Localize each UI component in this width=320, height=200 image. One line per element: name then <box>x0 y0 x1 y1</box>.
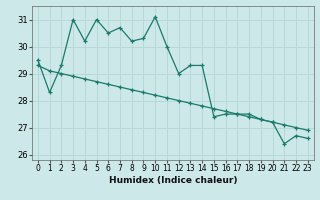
X-axis label: Humidex (Indice chaleur): Humidex (Indice chaleur) <box>108 176 237 185</box>
